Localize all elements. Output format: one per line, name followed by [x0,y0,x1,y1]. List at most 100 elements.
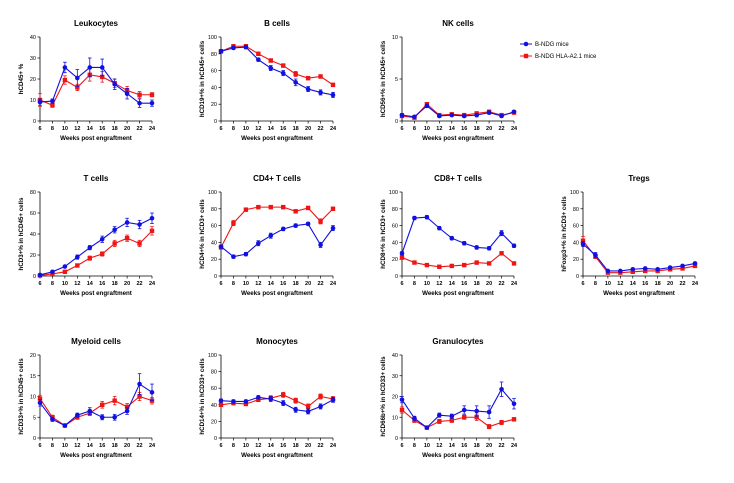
data-point [305,221,311,227]
x-tick-label: 14 [87,281,94,287]
y-tick-label: 100 [208,353,217,359]
data-point [486,409,492,415]
x-tick-label: 14 [268,281,275,287]
data-point [112,227,117,233]
data-point [112,414,117,420]
panel-myeloid-cells: Myeloid cells 0 5 10 15 20 6 8 10 12 14 16 18 20 22 24 W… [18,337,156,459]
data-point [437,419,442,424]
series-b-ndg-mice [399,214,517,256]
chart-panels: Leukocytes 0 10 20 30 40 6 8 10 12 14 16 18 20 22 24 Wee… [18,19,699,459]
x-tick-label: 8 [413,281,416,287]
series-line [401,388,515,429]
x-tick-label: 20 [486,443,492,449]
y-tick-label: 10 [392,415,398,421]
data-point [462,262,467,268]
x-tick-label: 12 [74,281,80,287]
y-tick-label: 40 [211,85,217,91]
data-point [511,417,517,422]
data-point [137,241,142,246]
x-tick-label: 20 [667,281,673,287]
panel-title: Tregs [628,174,650,183]
data-point [87,65,93,70]
x-tick-label: 22 [136,126,142,132]
data-point [305,86,311,92]
x-tick-label: 24 [330,126,337,132]
data-point [124,236,130,241]
x-tick-label: 20 [124,281,130,287]
data-point [243,207,249,212]
data-point [243,44,249,50]
data-point [293,209,298,214]
data-point [474,260,479,265]
data-point [318,74,323,79]
x-tick-label: 16 [99,126,105,132]
data-point [511,243,517,249]
y-tick-label: 20 [392,395,398,401]
panel-title: T cells [84,174,109,183]
data-point [50,417,55,422]
data-point [280,226,286,232]
y-tick-label: 100 [208,190,217,196]
x-tick-label: 18 [112,443,118,449]
x-tick-label: 6 [38,126,41,132]
y-tick-label: 100 [208,35,217,41]
series-line [220,396,334,413]
data-point [100,402,105,407]
panel-title: Leukocytes [74,19,119,28]
y-tick-label: 10 [30,98,36,104]
data-point [280,400,286,406]
x-tick-label: 12 [255,126,261,132]
data-point [218,402,224,407]
x-axis-label: Weeks post engraftment [422,452,494,459]
legend-label-b-ndg: B-NDG mice [535,42,569,48]
data-point [318,219,323,224]
x-tick-label: 16 [461,281,467,287]
data-point [605,268,611,274]
series-b-ndg-mice [399,381,517,430]
data-point [231,254,236,259]
data-point [37,400,43,406]
data-point [461,240,467,246]
x-tick-label: 22 [136,281,142,287]
y-tick-label: 80 [211,207,217,213]
x-tick-label: 6 [38,443,41,449]
data-point [412,215,417,221]
data-point [124,91,130,96]
series-b-ndg-mice [399,103,517,120]
x-tick-label: 22 [317,126,323,132]
data-point [137,222,142,227]
data-point [149,215,155,221]
x-tick-label: 10 [243,281,249,287]
x-tick-label: 8 [51,281,54,287]
x-tick-label: 14 [87,443,94,449]
x-tick-label: 20 [124,443,130,449]
x-tick-label: 24 [149,126,156,132]
x-tick-label: 10 [605,281,611,287]
x-tick-label: 6 [581,281,584,287]
x-tick-label: 16 [99,443,105,449]
series-line [401,409,515,429]
data-point [461,113,467,119]
y-axis-label: hCD4+% in hCD3+ cells [199,199,206,269]
y-tick-label: 0 [214,119,217,125]
series-line [39,217,153,276]
x-axis-label: Weeks post engraftment [60,135,132,142]
x-tick-label: 22 [317,281,323,287]
data-point [50,98,55,104]
data-point [62,423,68,428]
data-point [100,251,105,257]
y-tick-label: 0 [214,436,217,442]
data-point [318,242,323,248]
x-tick-label: 12 [74,126,80,132]
x-tick-label: 24 [330,443,337,449]
series-b-ndg-hla-a2-1-mice [37,391,155,428]
data-point [231,220,236,226]
data-point [293,80,298,85]
x-axis-label: Weeks post engraftment [241,452,313,459]
legend-marker-b-ndg [523,41,529,47]
data-point [137,100,142,106]
series-line [401,105,515,118]
data-point [449,263,454,269]
x-tick-label: 16 [280,126,286,132]
series-b-ndg-mice [37,212,155,278]
